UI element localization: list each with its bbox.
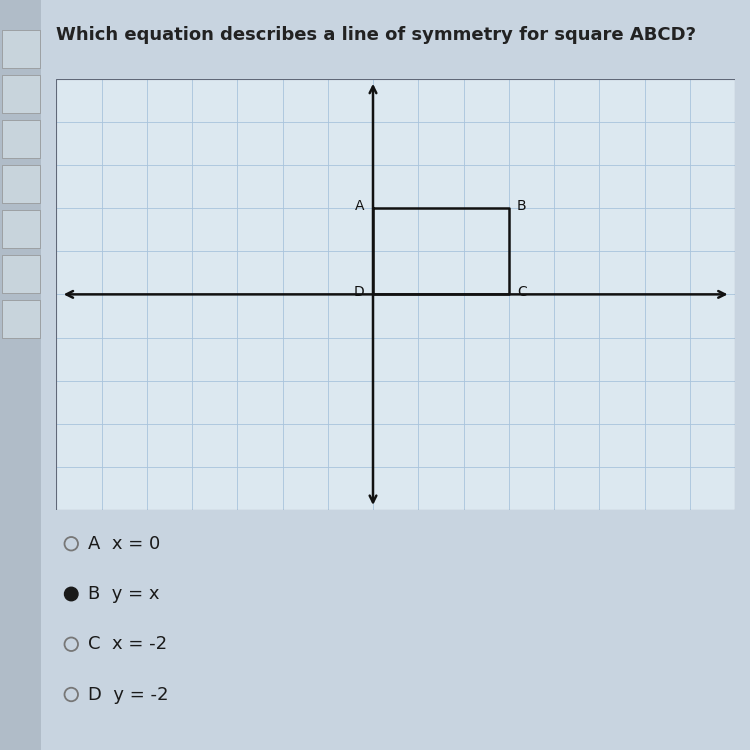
Text: C: C: [517, 285, 526, 299]
Text: A: A: [356, 199, 364, 213]
Text: A  x = 0: A x = 0: [88, 535, 160, 553]
Text: D: D: [354, 285, 364, 299]
Text: Which equation describes a line of symmetry for square ABCD?: Which equation describes a line of symme…: [56, 26, 696, 44]
Text: B: B: [517, 199, 526, 213]
Text: B  y = x: B y = x: [88, 585, 160, 603]
Text: D  y = -2: D y = -2: [88, 686, 169, 703]
Text: C  x = -2: C x = -2: [88, 635, 168, 653]
